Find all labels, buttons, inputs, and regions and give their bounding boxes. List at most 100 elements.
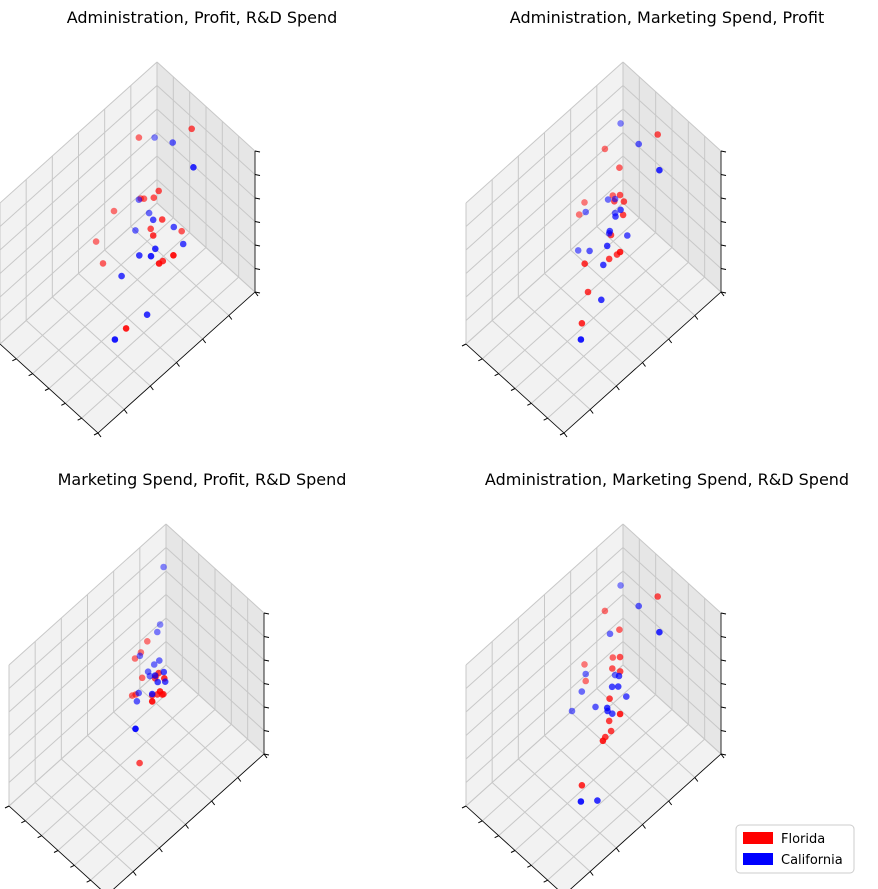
- point-florida: [149, 232, 157, 239]
- point-california: [146, 672, 154, 680]
- z-tick: [720, 197, 727, 200]
- x-tick: [4, 805, 10, 809]
- x-tick: [86, 879, 91, 883]
- z-tick: [254, 221, 261, 223]
- y-tick: [132, 871, 137, 876]
- point-florida: [99, 260, 107, 267]
- point-florida: [616, 653, 624, 661]
- point-california: [156, 657, 163, 664]
- point-california: [151, 134, 158, 141]
- x-tick: [44, 388, 50, 391]
- point-florida: [582, 677, 589, 685]
- point-florida: [581, 260, 588, 268]
- grid-line: [465, 523, 624, 666]
- x-tick: [559, 432, 565, 436]
- grid-line: [622, 202, 722, 293]
- point-california: [623, 693, 630, 700]
- y-tick: [694, 315, 699, 320]
- point-california: [143, 311, 151, 319]
- point-california: [169, 139, 176, 146]
- x-tick: [12, 358, 17, 362]
- point-florida: [128, 692, 136, 699]
- point-california: [150, 661, 158, 668]
- grid-line: [547, 738, 706, 881]
- grid-line: [465, 61, 624, 204]
- y-tick: [642, 362, 646, 367]
- y-tick: [254, 291, 259, 297]
- point-florida: [601, 607, 609, 615]
- y-tick: [149, 385, 154, 391]
- x-tick: [28, 373, 33, 377]
- grid-line: [622, 664, 722, 755]
- point-california: [160, 563, 167, 571]
- grid-line: [622, 547, 722, 637]
- z-tick: [720, 174, 727, 176]
- point-california: [582, 208, 589, 216]
- point-california: [656, 166, 663, 174]
- point-florida: [147, 225, 154, 233]
- point-california: [133, 698, 141, 705]
- point-california: [132, 725, 139, 733]
- subplot-3: Marketing Spend, Profit, R&D Spend: [4, 470, 346, 889]
- point-florida: [159, 257, 167, 265]
- point-florida: [144, 638, 151, 645]
- z-tick: [720, 659, 727, 662]
- point-california: [136, 252, 143, 259]
- subplot-2: Administration, Marketing Spend, Profit: [461, 8, 824, 438]
- z-tick: [720, 636, 727, 638]
- z-tick: [263, 683, 270, 685]
- grid-line: [81, 276, 240, 419]
- point-florida: [616, 191, 624, 199]
- grid-line: [165, 547, 265, 637]
- x-tick: [527, 402, 532, 406]
- point-california: [135, 196, 143, 203]
- x-tick: [37, 835, 42, 839]
- y-tick: [237, 777, 242, 782]
- x-tick: [53, 850, 59, 853]
- x-tick: [461, 343, 467, 347]
- point-california: [577, 336, 585, 343]
- point-california: [603, 242, 611, 250]
- subplot-1: Administration, Profit, R&D Spend: [0, 8, 337, 438]
- y-tick: [720, 291, 725, 297]
- y-tick: [642, 824, 646, 829]
- point-california: [594, 797, 601, 804]
- point-california: [611, 671, 619, 679]
- point-california: [656, 628, 663, 636]
- point-florida: [188, 125, 195, 133]
- point-california: [598, 296, 605, 304]
- point-florida: [601, 145, 609, 153]
- x-tick: [61, 402, 66, 406]
- point-california: [161, 678, 169, 685]
- y-tick: [694, 777, 699, 782]
- z-tick: [263, 706, 270, 709]
- point-florida: [620, 198, 628, 205]
- y-tick: [97, 432, 102, 438]
- point-california: [617, 206, 624, 214]
- point-florida: [654, 593, 661, 600]
- point-florida: [110, 207, 118, 215]
- y-tick: [615, 847, 620, 853]
- y-tick: [589, 871, 594, 876]
- x-tick: [494, 373, 499, 377]
- y-tick: [668, 800, 673, 806]
- point-california: [568, 707, 576, 715]
- y-tick: [123, 409, 128, 414]
- grid-line: [0, 85, 158, 227]
- point-florida: [609, 654, 617, 661]
- z-tick: [720, 706, 727, 709]
- point-california: [156, 621, 164, 628]
- legend-swatch-california: [743, 853, 773, 865]
- point-california: [617, 582, 624, 589]
- z-tick: [254, 150, 261, 153]
- z-tick: [720, 244, 727, 247]
- z-tick: [720, 753, 727, 756]
- point-florida: [613, 251, 621, 258]
- point-florida: [178, 227, 185, 235]
- grid-line: [547, 276, 706, 419]
- grid-line: [465, 547, 624, 689]
- y-tick: [668, 338, 673, 344]
- point-california: [611, 209, 619, 217]
- point-florida: [605, 255, 613, 263]
- point-florida: [150, 194, 158, 201]
